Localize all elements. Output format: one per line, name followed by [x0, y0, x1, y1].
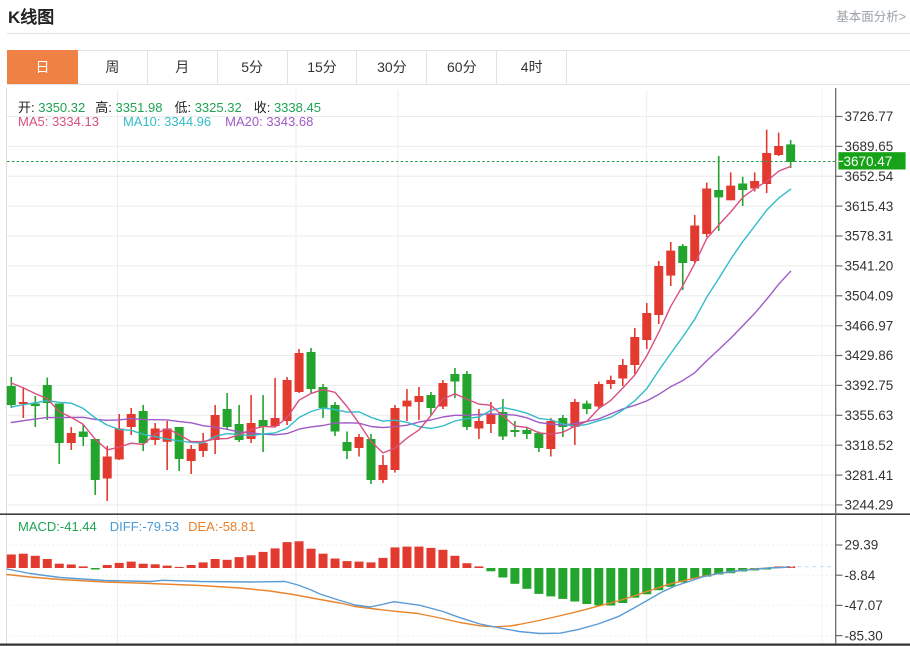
svg-text:3689.65: 3689.65	[845, 139, 894, 154]
svg-text:3670.47: 3670.47	[844, 154, 893, 169]
svg-text:3429.86: 3429.86	[845, 348, 894, 363]
svg-text:3318.52: 3318.52	[845, 438, 894, 453]
svg-text:3652.54: 3652.54	[845, 169, 894, 184]
svg-text:3355.63: 3355.63	[845, 408, 894, 423]
svg-text:-85.30: -85.30	[845, 628, 883, 643]
svg-text:3578.31: 3578.31	[845, 229, 894, 244]
svg-text:3504.09: 3504.09	[845, 289, 894, 304]
svg-text:-8.84: -8.84	[845, 568, 876, 583]
svg-text:3541.20: 3541.20	[845, 259, 894, 274]
svg-text:3726.77: 3726.77	[845, 109, 894, 124]
svg-text:3466.97: 3466.97	[845, 318, 894, 333]
svg-text:3615.43: 3615.43	[845, 199, 894, 214]
svg-text:3281.41: 3281.41	[845, 468, 894, 483]
svg-text:29.39: 29.39	[845, 538, 879, 553]
svg-text:-47.07: -47.07	[845, 598, 883, 613]
svg-text:3244.29: 3244.29	[845, 498, 894, 513]
svg-text:3392.75: 3392.75	[845, 378, 894, 393]
